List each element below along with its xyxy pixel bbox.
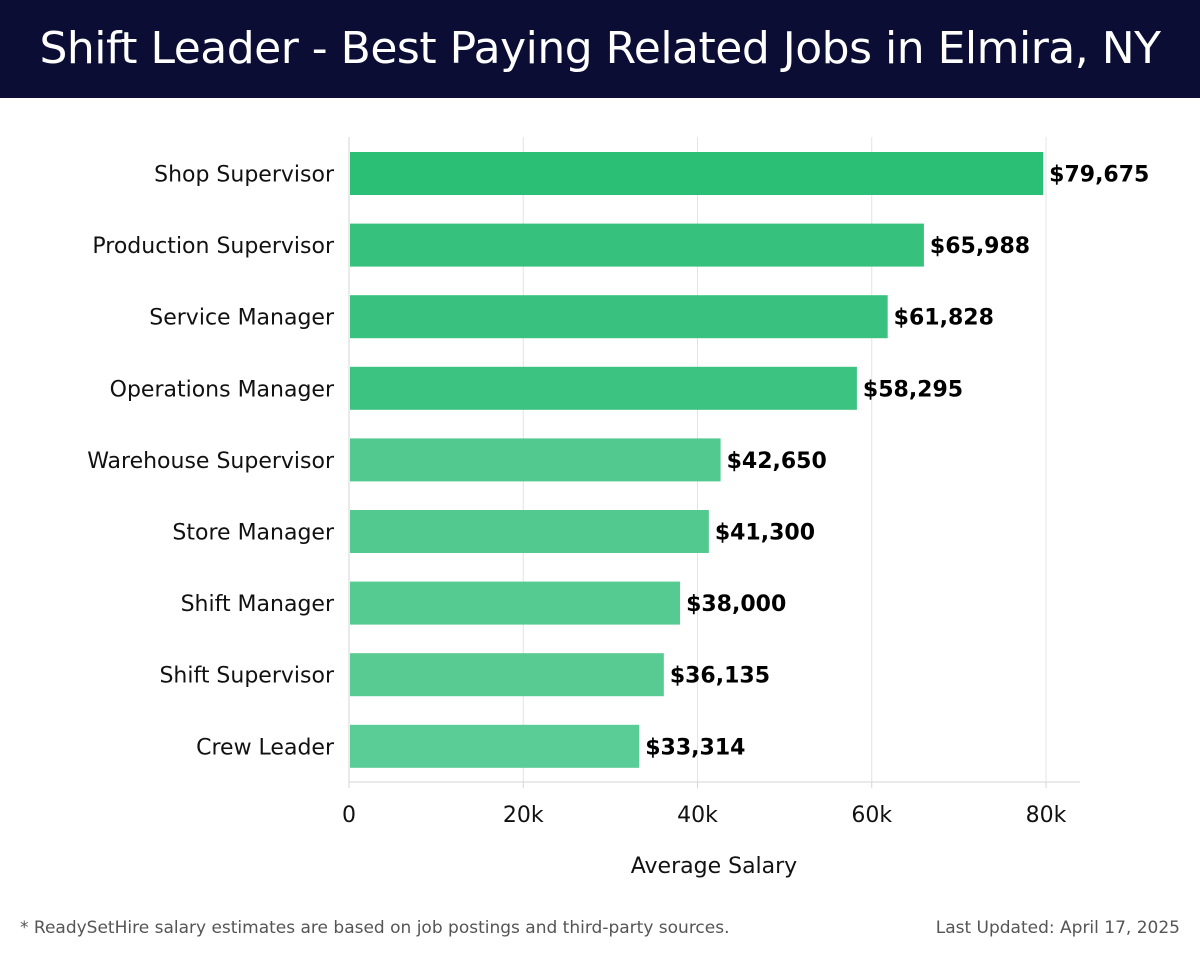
category-label: Store Manager <box>172 521 335 546</box>
title-bar <box>0 0 1200 98</box>
footnote: * ReadySetHire salary estimates are base… <box>20 918 730 938</box>
value-label: $33,314 <box>645 735 745 760</box>
bar <box>350 581 681 625</box>
category-label: Service Manager <box>149 306 335 331</box>
bar <box>350 223 924 267</box>
value-label: $36,135 <box>670 664 770 689</box>
category-label: Warehouse Supervisor <box>87 449 335 474</box>
bar <box>350 295 888 339</box>
chart-title: Shift Leader - Best Paying Related Jobs … <box>39 23 1161 74</box>
category-label: Crew Leader <box>196 735 335 760</box>
bar <box>350 653 664 697</box>
bar-chart: 0 20k 40k 60k 80k Average Salary Shop Supervis… <box>87 137 1149 879</box>
category-label: Production Supervisor <box>92 234 335 259</box>
x-tick-label: 80k <box>1026 803 1067 828</box>
last-updated: Last Updated: April 17, 2025 <box>935 918 1180 938</box>
value-label: $58,295 <box>863 377 963 402</box>
category-label: Shift Manager <box>181 592 335 617</box>
value-label: $41,300 <box>715 521 815 546</box>
value-label: $42,650 <box>727 449 827 474</box>
bar <box>350 510 709 553</box>
x-tick-label: 40k <box>677 803 718 828</box>
x-tick-label: 0 <box>342 803 356 828</box>
category-label: Shop Supervisor <box>154 163 335 188</box>
bar <box>350 366 857 410</box>
x-tick-label: 60k <box>851 803 892 828</box>
bar <box>350 152 1044 195</box>
bar <box>350 724 640 768</box>
category-label: Operations Manager <box>110 377 335 402</box>
value-label: $61,828 <box>894 306 994 331</box>
value-label: $65,988 <box>930 234 1030 259</box>
x-axis-label: Average Salary <box>631 854 797 879</box>
bar <box>350 438 721 482</box>
value-label: $79,675 <box>1049 163 1149 188</box>
value-label: $38,000 <box>686 592 786 617</box>
category-label: Shift Supervisor <box>159 664 335 689</box>
x-tick-label: 20k <box>503 803 544 828</box>
